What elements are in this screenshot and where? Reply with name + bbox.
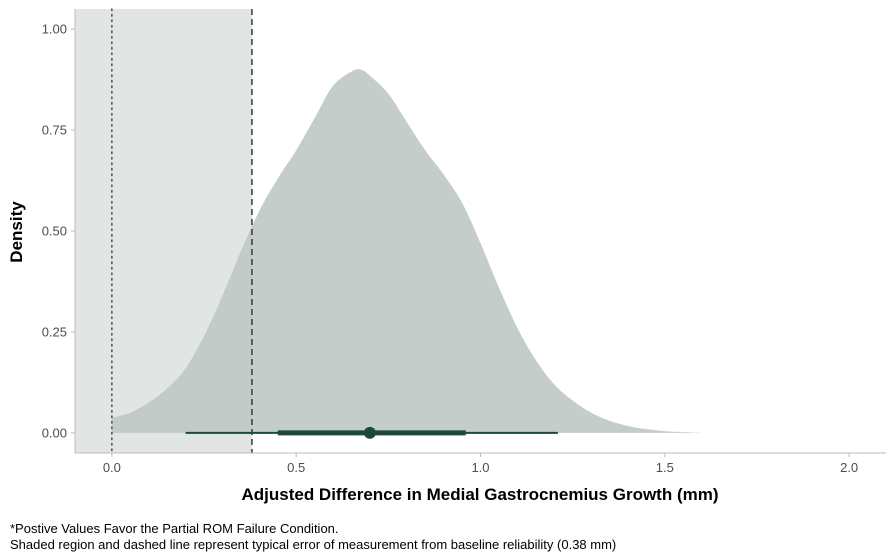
x-tick-label: 0.5 [287,460,305,475]
x-tick-label: 1.5 [656,460,674,475]
y-tick-label: 0.25 [42,324,67,339]
y-tick-label: 0.75 [42,123,67,138]
axes: 0.0 0.5 1.0 1.5 2.0 0.00 0.25 0.50 0.75 1.00 [42,9,886,475]
x-tick-label: 0.0 [103,460,121,475]
x-axis-title: Adjusted Difference in Medial Gastrocnem… [241,485,718,504]
y-tick-label: 1.00 [42,22,67,37]
plot-area [75,8,702,454]
y-axis-title: Density [7,201,26,263]
caption-line-2: Shaded region and dashed line represent … [10,537,616,552]
density-area [111,69,702,433]
y-tick-label: 0.50 [42,224,67,239]
caption-line-1: *Postive Values Favor the Partial ROM Fa… [10,521,339,536]
x-tick-label: 2.0 [840,460,858,475]
x-tick-label: 1.0 [471,460,489,475]
point-estimate [363,426,376,439]
y-tick-label: 0.00 [42,425,67,440]
